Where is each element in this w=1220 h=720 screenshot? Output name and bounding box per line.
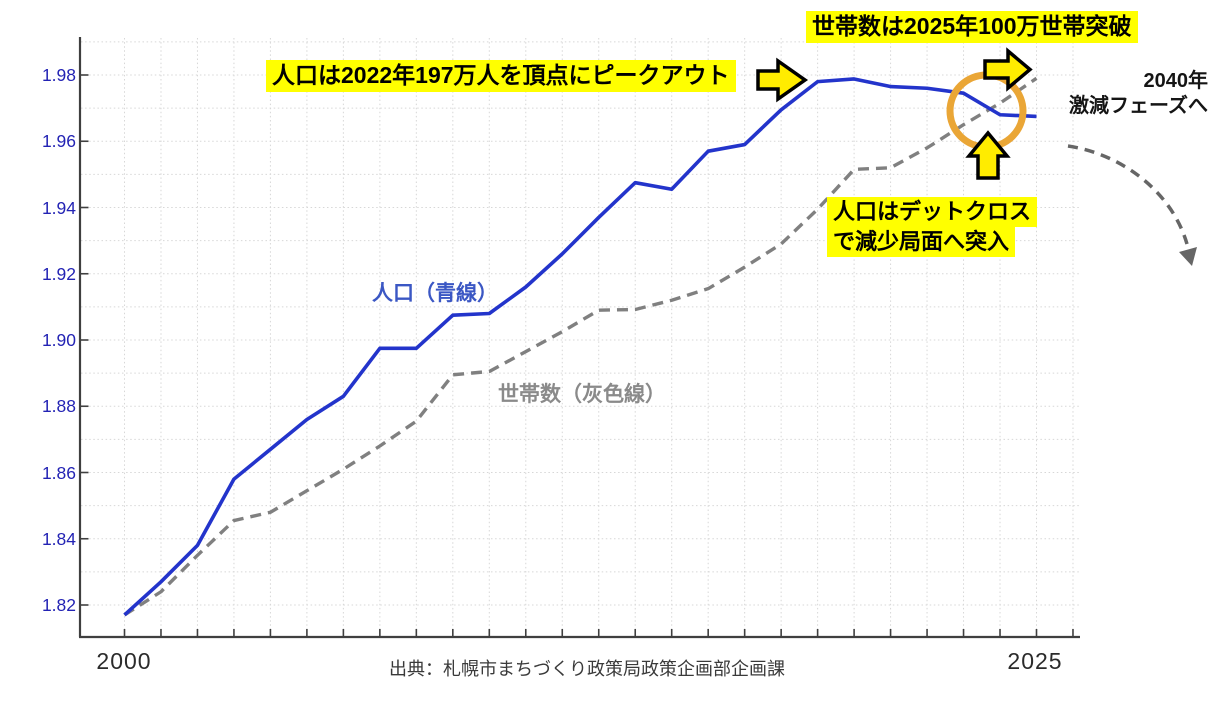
household-series-label: 世帯数（灰色線） — [498, 383, 666, 406]
y-tick-label: 1.90 — [41, 330, 76, 350]
population-series-label: 人口（青線） — [372, 282, 498, 305]
y-tick-label: 1.84 — [41, 528, 76, 549]
y-tick-label: 1.98 — [41, 65, 76, 85]
y-tick-label: 1.88 — [41, 396, 76, 417]
annotation-2040-text: 激減フェーズへ — [1069, 95, 1208, 117]
y-tick-label: 1.94 — [41, 197, 76, 218]
population-line — [123, 77, 1037, 617]
source-credit: 出典：札幌市まちづくり政策局政策企画部企画課 — [389, 659, 785, 679]
household-line — [123, 76, 1038, 617]
annotation-deadcross-line2: で減少局面へ突入 — [827, 227, 1016, 258]
y-tick-label: 1.82 — [41, 595, 76, 615]
annotation-deadcross-line1: 人口はデットクロス — [827, 197, 1038, 228]
axis-spines — [78, 37, 1080, 639]
annotation-2040-phase: 2040年 激減フェーズへ — [1069, 69, 1208, 119]
annotation-household-million: 世帯数は2025年100万世帯突破 — [806, 11, 1138, 43]
y-tick-label: 1.86 — [41, 462, 76, 483]
deadcross-block-arrow-up-icon — [965, 130, 1011, 180]
peak-block-arrow-right-icon — [756, 57, 809, 103]
y-tick-label: 1.96 — [41, 131, 76, 152]
annotation-2040-year: 2040年 — [1143, 70, 1209, 92]
x-axis-label-end: 2025 — [1007, 648, 1063, 674]
y-tick-label: 1.92 — [41, 263, 76, 284]
household-block-arrow-right-icon — [983, 47, 1033, 92]
axis-ticks — [80, 74, 1074, 637]
x-axis-label-start: 2000 — [96, 648, 152, 674]
annotation-population-peak: 人口は2022年197万人を頂点にピークアウト — [266, 60, 736, 92]
projection-dashed-arrow — [1067, 144, 1189, 245]
projection-arrowhead — [1179, 247, 1197, 266]
grid-lines — [81, 38, 1080, 636]
